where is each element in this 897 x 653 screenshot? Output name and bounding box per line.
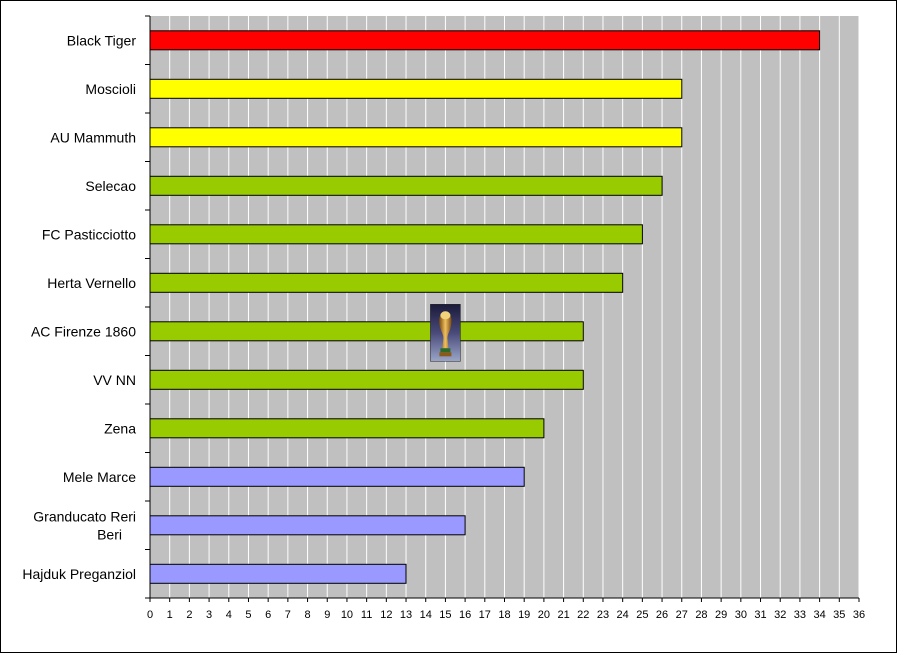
bar-0 [149,30,821,51]
x-tick-label-19: 19 [518,609,530,621]
x-tick-label-29: 29 [715,609,727,621]
category-label-4: FC Pasticciotto [42,226,136,242]
x-tick-label-13: 13 [400,609,412,621]
x-tick-label-4: 4 [226,609,232,621]
x-tick-label-33: 33 [794,609,806,621]
category-labels: Black Tiger Moscioli AU Mammuth Selecao FC P… [22,32,136,582]
x-tick-labels: 0 1 2 3 4 5 6 7 8 9 10 11 12 13 14 15 16 17 18 19 20 21 22 23 24… [147,609,865,621]
x-tick-label-36: 36 [853,609,865,621]
category-label-10: Granducato Reri Beri [33,508,136,542]
x-tick-label-23: 23 [597,609,609,621]
bar-10 [149,515,466,536]
x-tick-label-15: 15 [439,609,451,621]
x-tick-label-18: 18 [498,609,510,621]
x-tick-label-1: 1 [167,609,173,621]
bar-5 [149,272,624,293]
x-tick-label-22: 22 [577,609,589,621]
bar-7 [149,369,584,390]
category-label-2: AU Mammuth [50,129,136,145]
x-tick-label-20: 20 [538,609,550,621]
x-tick-label-28: 28 [695,609,707,621]
x-tick-label-2: 2 [186,609,192,621]
x-tick-label-14: 14 [420,609,432,621]
x-tick-label-6: 6 [265,609,271,621]
x-tick-label-5: 5 [245,609,251,621]
annotations [430,304,461,362]
x-tick-label-3: 3 [206,609,212,621]
bar-8 [149,418,545,439]
x-tick-label-32: 32 [774,609,786,621]
x-tick-label-17: 17 [479,609,491,621]
category-label-6: AC Firenze 1860 [31,323,136,339]
x-tick-label-0: 0 [147,609,153,621]
x-tick-label-27: 27 [676,609,688,621]
bar-9 [149,466,525,487]
category-label-7: VV NN [93,372,136,388]
category-label-3: Selecao [85,178,136,194]
x-tick-label-26: 26 [656,609,668,621]
x-tick-label-11: 11 [361,609,372,621]
bar-3 [149,175,663,196]
bar-4 [149,224,643,245]
x-tick-label-12: 12 [380,609,392,621]
bar-6 [149,321,584,342]
x-tick-label-25: 25 [636,609,648,621]
x-tick-label-30: 30 [735,609,747,621]
x-tick-label-16: 16 [459,609,471,621]
x-tick-label-35: 35 [833,609,845,621]
x-tick-label-9: 9 [324,609,330,621]
x-tick-label-10: 10 [341,609,353,621]
category-label-9: Mele Marce [63,469,136,485]
x-tick-label-24: 24 [617,609,629,621]
category-label-1: Moscioli [85,81,136,97]
category-label-0: Black Tiger [67,32,137,48]
category-label-11: Hajduk Preganziol [22,566,136,582]
bar-11 [149,563,407,584]
bars [149,30,821,584]
x-tick-label-7: 7 [285,609,291,621]
grid-lines [169,16,860,598]
category-label-5: Herta Vernello [47,275,136,291]
trophy-icon [430,304,461,362]
axes [145,15,860,602]
bar-1 [149,78,683,99]
bar-2 [149,127,683,148]
category-label-8: Zena [104,420,136,436]
x-tick-label-34: 34 [813,609,825,621]
x-tick-label-8: 8 [304,609,310,621]
x-tick-label-21: 21 [557,609,569,621]
x-tick-label-31: 31 [754,609,766,621]
